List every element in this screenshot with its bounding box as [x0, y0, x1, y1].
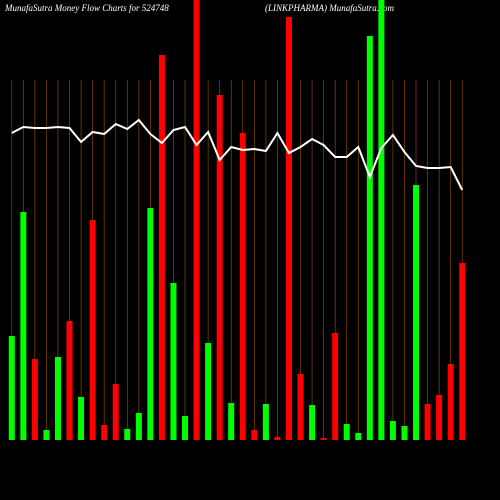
bar: [147, 208, 154, 440]
bar: [158, 55, 165, 440]
bar: [112, 384, 119, 440]
bar: [66, 321, 73, 440]
bar: [343, 424, 350, 440]
bar: [228, 403, 235, 440]
bar: [193, 0, 200, 440]
bar: [78, 397, 85, 440]
bar: [459, 263, 466, 440]
bar: [54, 357, 61, 440]
chart-title: MunafaSutra Money Flow Charts for 524748: [4, 3, 169, 13]
bar: [378, 0, 385, 440]
bar: [43, 430, 50, 440]
bar: [124, 429, 131, 440]
bar: [447, 364, 454, 440]
bar: [135, 413, 142, 440]
trend-line: [11, 118, 464, 191]
bar: [285, 17, 292, 440]
bar: [424, 404, 431, 440]
bar: [401, 426, 408, 440]
bar: [216, 95, 223, 440]
chart-subtitle: (LINKPHARMA) MunafaSutra.com: [265, 3, 394, 13]
bar: [436, 395, 443, 440]
bar: [205, 343, 212, 440]
bar: [262, 404, 269, 440]
bar: [251, 430, 258, 440]
bar: [297, 374, 304, 440]
bar: [366, 36, 373, 440]
bar: [332, 333, 339, 440]
bar: [170, 283, 177, 440]
bar: [31, 359, 38, 440]
bar: [355, 433, 362, 440]
bar: [239, 133, 246, 440]
bar: [8, 336, 15, 440]
bar: [89, 220, 96, 440]
bar: [182, 416, 189, 440]
bar: [101, 425, 108, 440]
bar: [274, 437, 281, 440]
bar: [389, 421, 396, 440]
bar: [320, 438, 327, 440]
bar: [413, 185, 420, 440]
bar: [20, 212, 27, 440]
bar: [309, 405, 316, 440]
